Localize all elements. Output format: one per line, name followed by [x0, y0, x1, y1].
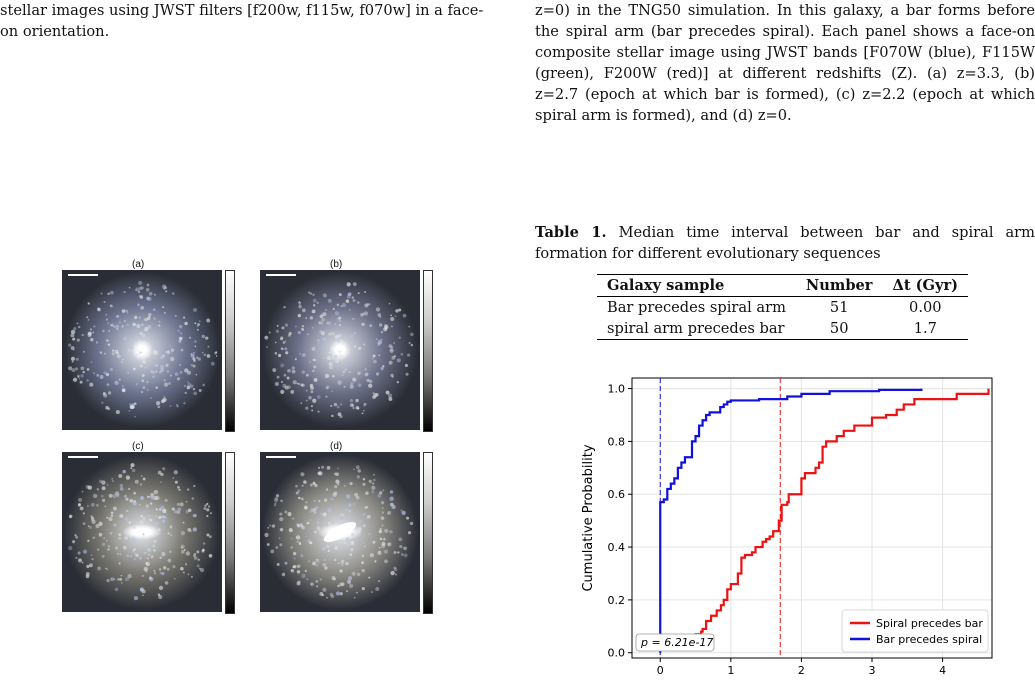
- table-cell: 51: [829, 299, 849, 316]
- series-line-spiral-precedes-bar: [692, 388, 990, 638]
- colorbar-b: [423, 270, 433, 432]
- galaxy-image-c: [62, 452, 222, 612]
- panel-label-b: (b): [330, 259, 343, 270]
- y-tick-label: 0.6: [608, 488, 626, 501]
- galaxy-panel-a: (a): [62, 259, 242, 432]
- table-caption: Table 1. Median time interval between ba…: [535, 222, 1035, 264]
- p-value-annotation: p = 6.21e-17: [640, 636, 713, 649]
- scale-bar: [68, 274, 98, 276]
- table-caption-text: Median time interval between bar and spi…: [535, 224, 1035, 262]
- header-galaxy-sample: Galaxy sample: [607, 277, 725, 294]
- header-number: Number: [805, 277, 873, 294]
- y-tick-label: 1.0: [608, 383, 626, 396]
- cumulative-probability-chart: 0.0 0.2 0.4 0.6 0.8 1.0 0 1 2 3 4 Cumulative Probab…: [581, 377, 993, 677]
- galaxy-panel-d: (d): [260, 441, 440, 614]
- panel-label-d: (d): [330, 441, 343, 452]
- colorbar-d: [423, 452, 433, 614]
- table-caption-label: Table 1.: [535, 224, 607, 241]
- scale-bar: [68, 456, 98, 458]
- galaxy-panel-c: (c): [62, 441, 242, 614]
- x-tick-label: 3: [869, 664, 876, 677]
- legend-box: [841, 609, 989, 653]
- table-cell: spiral arm precedes bar: [607, 320, 785, 337]
- header-delta-t: Δt (Gyr): [892, 277, 959, 294]
- series-line-bar-precedes-spiral: [659, 388, 923, 653]
- y-tick-label: 0.0: [608, 647, 626, 660]
- galaxy-image-a: [62, 270, 222, 430]
- figure-caption: z=0) in the TNG50 simulation. In this ga…: [535, 2, 1035, 124]
- galaxy-image-d: [260, 452, 420, 612]
- colorbar-c: [225, 452, 235, 614]
- table-cell: 50: [829, 320, 849, 337]
- x-tick-label: 0: [657, 664, 664, 677]
- p-value-box: [635, 633, 715, 652]
- x-tick-label: 4: [939, 664, 946, 677]
- table-cell: Bar precedes spiral arm: [607, 299, 786, 316]
- legend-label: Bar precedes spiral: [876, 633, 982, 646]
- panel-label-a: (a): [132, 259, 145, 270]
- y-tick-label: 0.8: [608, 435, 626, 448]
- table-cell: 0.00: [909, 299, 942, 316]
- legend-label: Spiral precedes bar: [876, 617, 983, 630]
- table-row: Bar precedes spiral arm 51 0.00: [597, 297, 968, 319]
- galaxy-panel-b: (b): [260, 259, 440, 432]
- results-table: Galaxy sample Number Δt (Gyr) Bar preced…: [597, 274, 969, 340]
- y-tick-label: 0.4: [608, 541, 626, 554]
- panel-label-c: (c): [132, 441, 144, 452]
- table-cell: 1.7: [913, 320, 937, 337]
- table-row: spiral arm precedes bar 50 1.7: [597, 318, 969, 340]
- colorbar-a: [225, 270, 235, 432]
- plot-frame: [631, 377, 993, 659]
- x-tick-label: 2: [798, 664, 805, 677]
- y-tick-label: 0.2: [608, 594, 626, 607]
- x-tick-label: 1: [727, 664, 734, 677]
- y-axis-label: Cumulative Probability: [581, 444, 596, 591]
- scale-bar: [266, 274, 296, 276]
- left-column-text: stellar images using JWST filters [f200w…: [0, 2, 484, 40]
- scale-bar: [266, 456, 296, 458]
- galaxy-image-b: [260, 270, 420, 430]
- table-header-row: Galaxy sample Number Δt (Gyr): [597, 274, 969, 297]
